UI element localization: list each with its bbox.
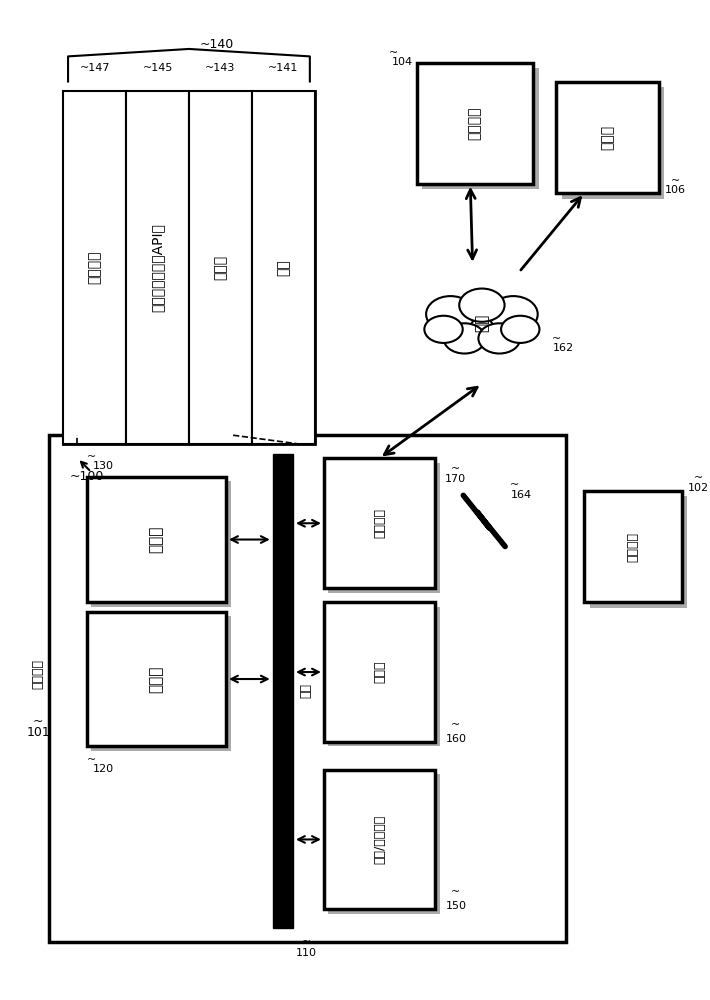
Bar <box>324 770 435 909</box>
Text: 电子装置: 电子装置 <box>32 659 45 689</box>
Ellipse shape <box>479 323 520 354</box>
Text: ~100: ~100 <box>70 470 104 483</box>
Text: 通信接口: 通信接口 <box>373 508 386 538</box>
Text: 164: 164 <box>510 490 532 500</box>
Text: ~: ~ <box>452 887 461 897</box>
Text: 110: 110 <box>295 948 317 958</box>
Bar <box>126 91 189 444</box>
Bar <box>92 481 231 607</box>
Text: ~: ~ <box>452 464 461 474</box>
Bar <box>557 82 659 193</box>
Text: 服务器: 服务器 <box>601 125 614 150</box>
Ellipse shape <box>451 301 513 346</box>
Text: 网络: 网络 <box>474 314 489 332</box>
Text: 中间件: 中间件 <box>213 255 227 280</box>
Bar <box>189 91 252 444</box>
Text: 150: 150 <box>445 901 466 911</box>
Bar <box>87 612 226 746</box>
Bar <box>92 616 231 751</box>
Text: ~143: ~143 <box>205 63 236 73</box>
Bar <box>562 87 664 199</box>
Text: 总线: 总线 <box>300 683 312 698</box>
Text: ~145: ~145 <box>143 63 173 73</box>
Text: 应用程序: 应用程序 <box>88 251 102 284</box>
Bar <box>329 463 440 593</box>
Bar <box>324 458 435 588</box>
Bar <box>590 496 687 608</box>
Text: 130: 130 <box>93 461 114 471</box>
Text: 应用编程接口（API）: 应用编程接口（API） <box>151 223 165 312</box>
Text: ~147: ~147 <box>80 63 110 73</box>
Text: 电子装置: 电子装置 <box>468 107 482 140</box>
Text: ~: ~ <box>33 714 43 727</box>
Bar <box>417 63 533 184</box>
Text: 170: 170 <box>445 474 466 484</box>
Bar <box>87 477 226 602</box>
Text: ~: ~ <box>694 473 703 483</box>
Text: 104: 104 <box>393 57 413 67</box>
Text: ~140: ~140 <box>200 38 234 51</box>
Ellipse shape <box>459 289 505 322</box>
Text: ~141: ~141 <box>268 63 298 73</box>
Text: 162: 162 <box>553 343 574 353</box>
Text: 120: 120 <box>93 764 114 774</box>
Text: 电子装置: 电子装置 <box>626 532 640 562</box>
Text: ~: ~ <box>671 176 680 186</box>
Text: 处理器: 处理器 <box>149 665 164 693</box>
Ellipse shape <box>426 296 475 332</box>
Text: ~: ~ <box>552 334 561 344</box>
Text: 160: 160 <box>445 734 466 744</box>
Ellipse shape <box>444 323 486 354</box>
Text: ~: ~ <box>389 47 398 57</box>
Bar <box>329 774 440 914</box>
Text: 101: 101 <box>26 726 50 739</box>
Text: 106: 106 <box>665 185 686 195</box>
Bar <box>324 602 435 742</box>
Bar <box>252 91 315 444</box>
Bar <box>63 91 315 444</box>
Bar <box>584 491 682 602</box>
Text: ~: ~ <box>510 480 519 490</box>
Text: 输入/输出接口: 输入/输出接口 <box>373 815 386 864</box>
Text: ~: ~ <box>87 452 96 462</box>
Text: 内核: 内核 <box>276 259 290 276</box>
Text: ~: ~ <box>302 937 311 947</box>
Bar <box>422 68 539 189</box>
Bar <box>329 607 440 746</box>
Bar <box>63 91 126 444</box>
Text: ~: ~ <box>452 720 461 730</box>
Text: 显示器: 显示器 <box>373 661 386 683</box>
Ellipse shape <box>425 316 463 343</box>
Ellipse shape <box>489 296 537 332</box>
Ellipse shape <box>501 316 540 343</box>
Bar <box>50 435 566 942</box>
Text: 存储器: 存储器 <box>149 526 164 553</box>
Text: 102: 102 <box>688 483 709 493</box>
Bar <box>273 454 293 928</box>
Text: ~: ~ <box>87 755 96 765</box>
